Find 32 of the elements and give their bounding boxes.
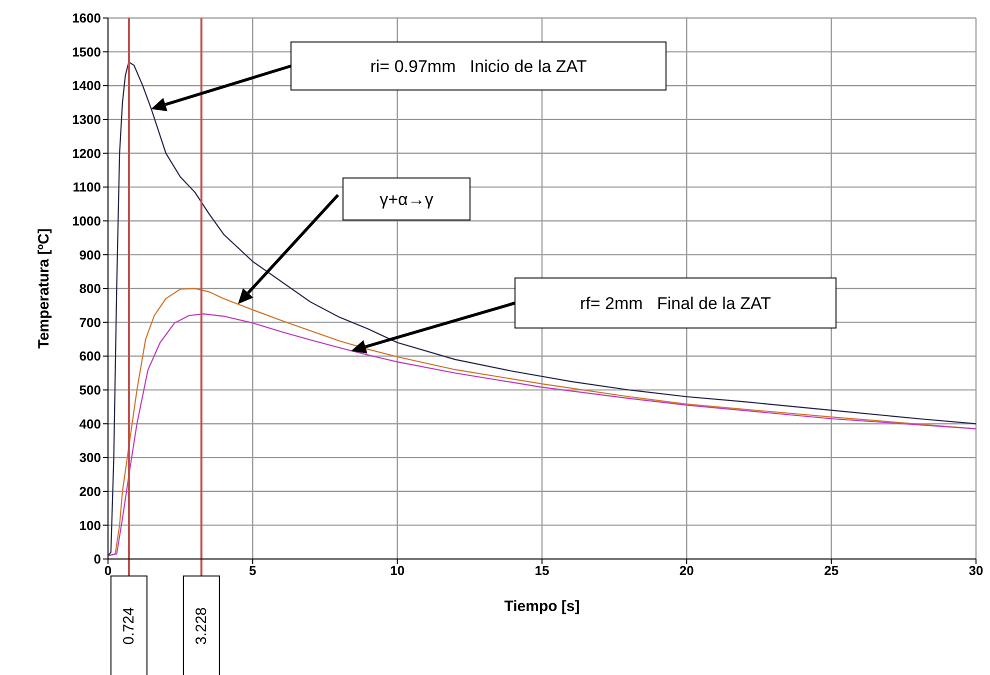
line-series bbox=[108, 61, 976, 556]
y-tick-label: 1500 bbox=[72, 44, 101, 60]
ref-line-label: 3.228 bbox=[192, 607, 210, 645]
y-tick-label: 1400 bbox=[72, 78, 101, 94]
y-tick-label: 800 bbox=[79, 281, 101, 296]
y-tick-label: 1100 bbox=[72, 180, 101, 195]
y-axis-title: Temperatura [ºC] bbox=[35, 228, 52, 349]
y-tick-label: 1200 bbox=[72, 146, 101, 161]
y-tick-label: 300 bbox=[79, 450, 101, 466]
x-tick-label: 20 bbox=[679, 563, 694, 578]
y-tick-label: 1000 bbox=[72, 213, 101, 228]
y-tick-label: 100 bbox=[79, 518, 101, 533]
y-tick-label: 1600 bbox=[72, 10, 101, 26]
y-tick-label: 400 bbox=[79, 416, 101, 432]
x-tick-label: 30 bbox=[968, 563, 984, 578]
x-tick-label: 15 bbox=[534, 563, 550, 578]
y-tick-label: 500 bbox=[79, 382, 101, 398]
y-tick-label: 900 bbox=[79, 247, 101, 262]
y-tick-label: 1300 bbox=[72, 112, 101, 128]
annotation: rf= 2mm Final de la ZAT bbox=[580, 294, 771, 313]
x-axis-title: Tiempo [s] bbox=[504, 598, 580, 615]
annotation: ri= 0.97mm Inicio de la ZAT bbox=[370, 57, 587, 76]
x-tick-label: 0 bbox=[104, 563, 112, 578]
y-tick-label: 600 bbox=[79, 348, 101, 364]
ref-line-label: 0.724 bbox=[120, 607, 138, 645]
y-tick-label: 0 bbox=[94, 552, 101, 567]
y-tick-label: 700 bbox=[79, 314, 101, 330]
x-tick-label: 10 bbox=[390, 563, 405, 578]
y-tick-label: 200 bbox=[79, 484, 101, 499]
x-tick-label: 5 bbox=[249, 563, 256, 578]
x-tick-label: 25 bbox=[824, 563, 839, 578]
annotation: γ+α→γ bbox=[380, 190, 434, 209]
